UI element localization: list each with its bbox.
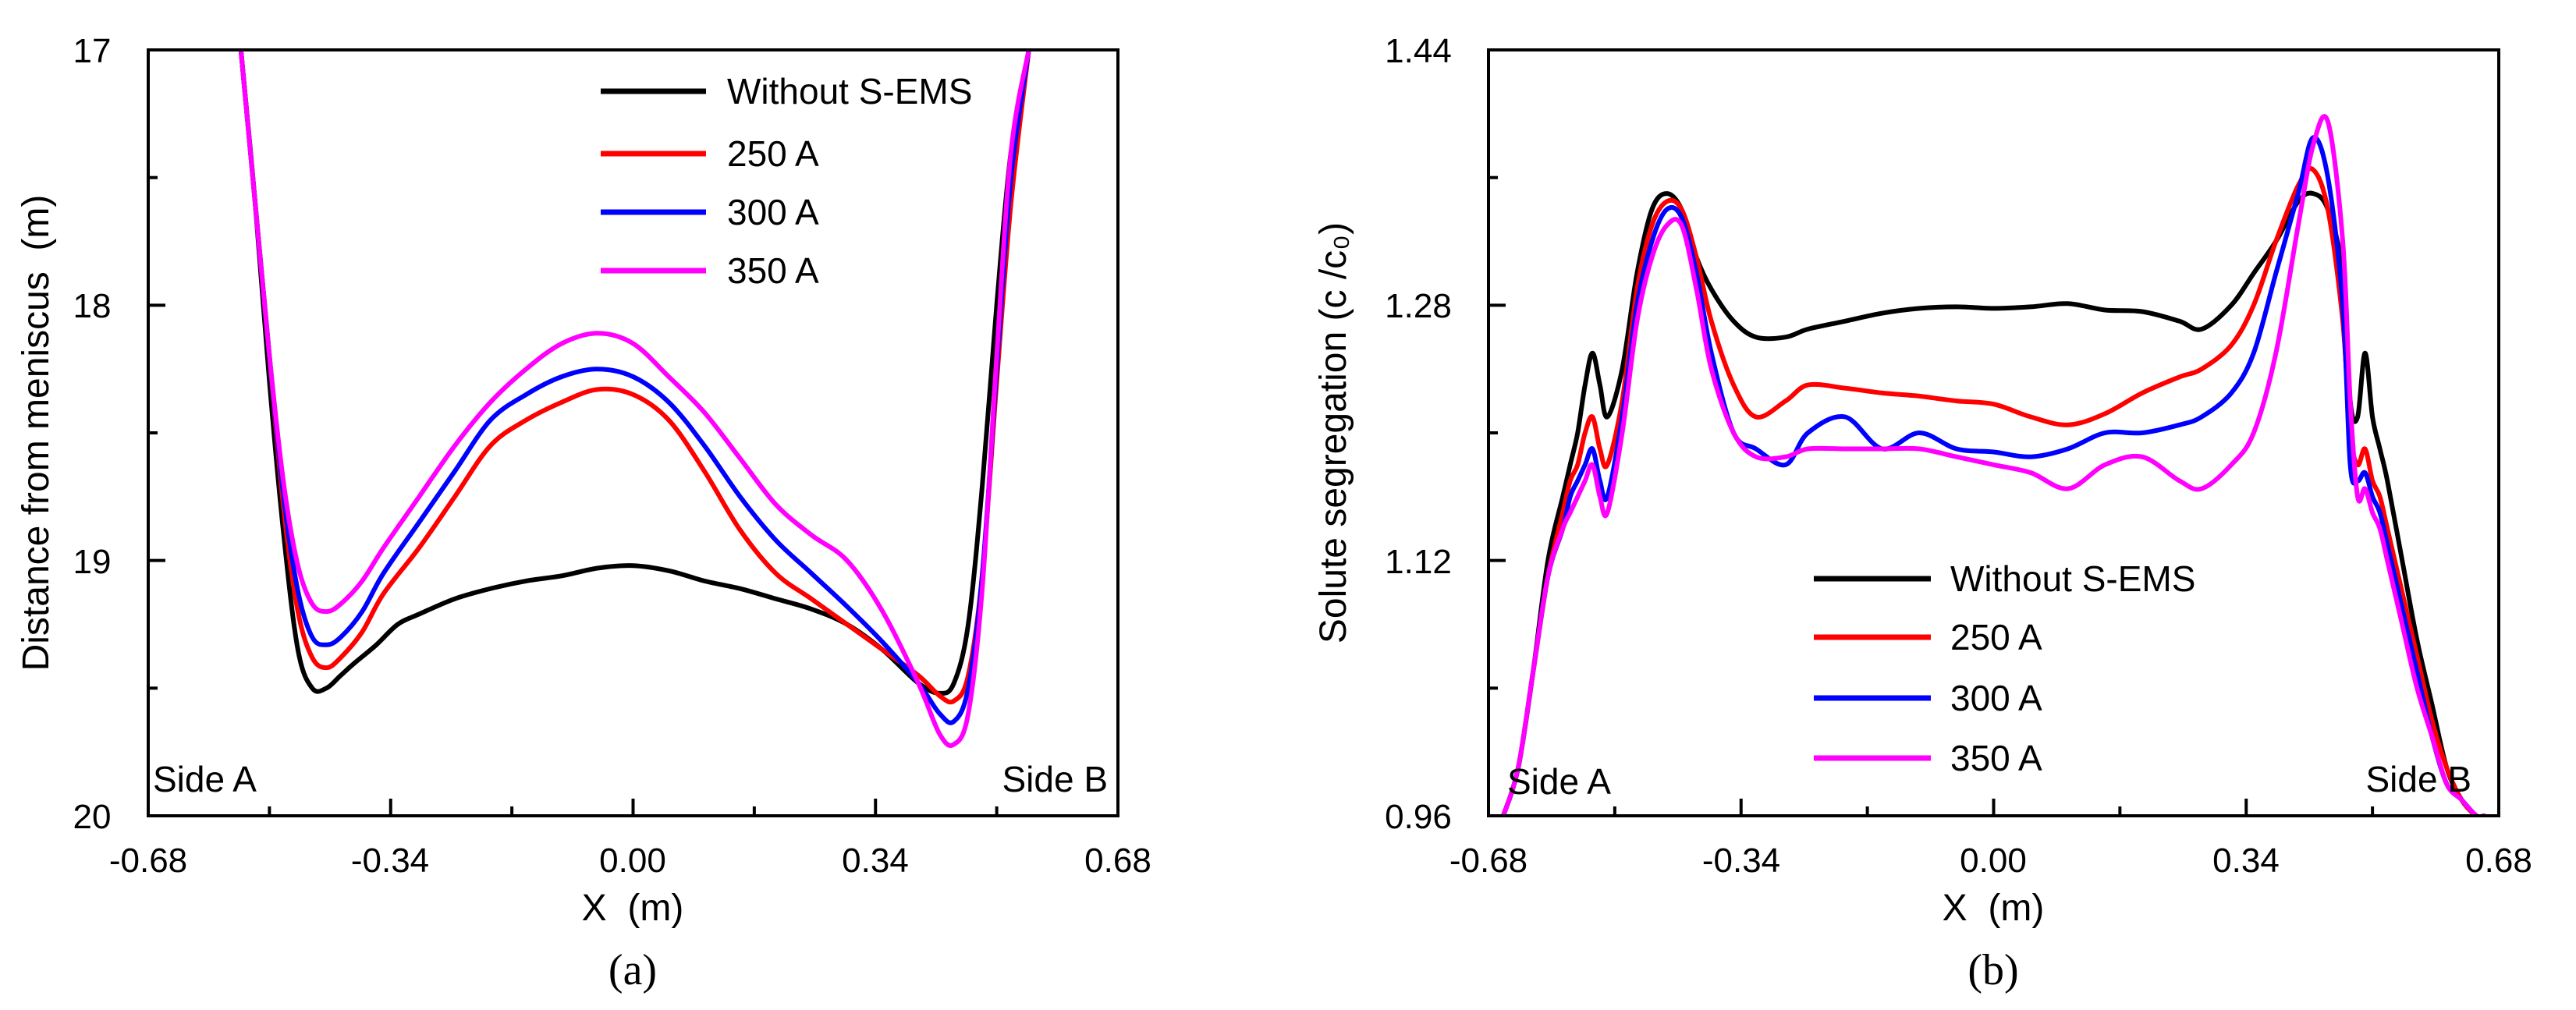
chart-a-ytick-label: 19 bbox=[73, 543, 112, 581]
chart-b-annotation-side-a: Side A bbox=[1507, 761, 1611, 802]
chart-a-xtick-label: -0.34 bbox=[351, 842, 429, 880]
chart-b-ytick-label: 1.28 bbox=[1385, 287, 1452, 325]
chart-b-series-line-1 bbox=[1501, 190, 2486, 816]
chart-b-ylabel: Solute segregation (c /c₀) bbox=[1313, 222, 1354, 643]
chart-b-annotation-side-b: Side B bbox=[2365, 759, 2471, 799]
chart-b-legend: Without S-EMS 250 A 300 A 350 A bbox=[1814, 558, 2195, 778]
chart-b-ytick-label: 0.96 bbox=[1385, 798, 1452, 836]
chart-a-frame bbox=[147, 48, 1119, 817]
chart-b-frame bbox=[1487, 48, 2500, 817]
chart-a-legend-label: Without S-EMS bbox=[727, 71, 972, 112]
chart-b-ytick-label: 1.12 bbox=[1385, 543, 1452, 581]
chart-a-ytick-label: 18 bbox=[73, 287, 112, 325]
chart-b-xtick-label: -0.68 bbox=[1449, 842, 1528, 880]
chart-a-panel-label: (a) bbox=[609, 946, 657, 994]
chart-a-legend: Without S-EMS 250 A 300 A 350 A bbox=[601, 71, 972, 291]
chart-a-xtick-label: -0.68 bbox=[109, 842, 187, 880]
chart-b-xlabel: X (m) bbox=[1943, 888, 2045, 929]
chart-b-ytick-label: 1.44 bbox=[1385, 32, 1452, 70]
chart-a: 17 18 19 20 -0.68 -0.34 0.00 0.34 0.68 X… bbox=[16, 32, 1151, 994]
chart-a-xtick-label: 0.68 bbox=[1084, 842, 1151, 880]
chart-a-annotation-side-a: Side A bbox=[153, 759, 257, 799]
chart-a-ytick-label: 17 bbox=[73, 32, 112, 70]
chart-b-xtick-label: 0.00 bbox=[1960, 842, 2027, 880]
chart-a-series-line-1 bbox=[238, 50, 1031, 696]
chart-b-series-group bbox=[1501, 114, 2486, 816]
chart-b-legend-label: Without S-EMS bbox=[1950, 558, 2195, 599]
chart-a-ytick-label: 20 bbox=[73, 798, 112, 836]
chart-b-legend-label: 350 A bbox=[1950, 738, 2042, 778]
chart-b-legend-label: 250 A bbox=[1950, 617, 2042, 657]
chart-b-series-line-3 bbox=[1501, 135, 2486, 816]
chart-a-xtick-label: 0.34 bbox=[842, 842, 909, 880]
chart-a-xtick-label: 0.00 bbox=[599, 842, 666, 880]
chart-b-legend-label: 300 A bbox=[1950, 678, 2042, 718]
chart-a-legend-label: 300 A bbox=[727, 192, 819, 232]
chart-a-legend-label: 350 A bbox=[727, 250, 819, 291]
chart-b-xtick-label: -0.34 bbox=[1702, 842, 1780, 880]
chart-a-xlabel: X (m) bbox=[582, 888, 684, 929]
chart-a-ylabel: Distance from meniscus (m) bbox=[16, 195, 57, 672]
chart-a-annotation-side-b: Side B bbox=[1002, 759, 1108, 799]
chart-b-series-line-4 bbox=[1501, 114, 2486, 816]
chart-b-xtick-label: 0.34 bbox=[2212, 842, 2280, 880]
chart-a-legend-label: 250 A bbox=[727, 133, 819, 174]
chart-a-series-line-3 bbox=[238, 50, 1031, 725]
chart-a-series-line-4 bbox=[238, 50, 1031, 748]
chart-b-xtick-label: 0.68 bbox=[2465, 842, 2532, 880]
chart-b-series-line-2 bbox=[1501, 166, 2486, 816]
chart-b-panel-label: (b) bbox=[1967, 946, 2018, 994]
chart-a-series-group bbox=[238, 50, 1031, 748]
chart-b: 1.44 1.28 1.12 0.96 -0.68 -0.34 0.00 0.3… bbox=[1313, 32, 2532, 994]
